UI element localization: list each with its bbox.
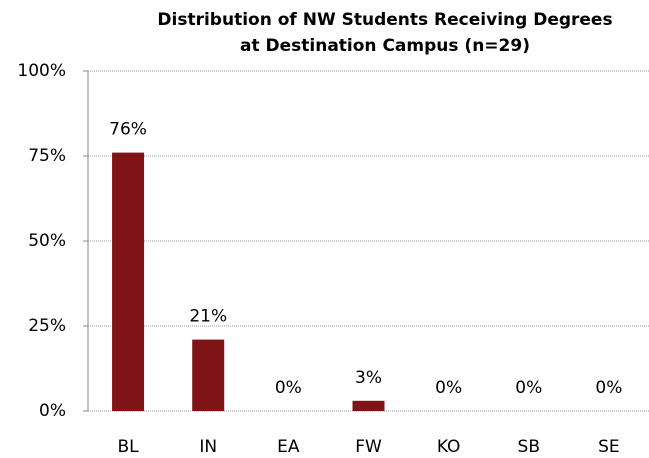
data-label: 0% xyxy=(435,378,462,398)
x-tick-label: SB xyxy=(518,437,540,457)
data-label: 76% xyxy=(109,120,147,140)
bar xyxy=(112,152,145,411)
x-tick-label: BL xyxy=(118,437,140,457)
chart-title: at Destination Campus (n=29) xyxy=(240,36,530,56)
x-tick-label: KO xyxy=(437,437,461,457)
bar xyxy=(352,400,385,411)
data-label: 3% xyxy=(355,368,382,388)
y-tick-label: 100% xyxy=(17,61,66,81)
x-tick-label: EA xyxy=(277,437,300,457)
x-tick-label: SE xyxy=(598,437,620,457)
y-tick-label: 50% xyxy=(28,231,66,251)
x-tick-label: FW xyxy=(355,437,382,457)
data-label: 21% xyxy=(189,307,227,327)
y-tick-label: 25% xyxy=(28,316,66,336)
y-tick-label: 0% xyxy=(39,401,66,421)
x-tick-label: IN xyxy=(199,437,217,457)
data-label: 0% xyxy=(595,378,622,398)
chart-title: Distribution of NW Students Receiving De… xyxy=(157,10,612,30)
y-tick-label: 75% xyxy=(28,146,66,166)
data-label: 0% xyxy=(515,378,542,398)
bar xyxy=(192,339,225,411)
data-label: 0% xyxy=(275,378,302,398)
